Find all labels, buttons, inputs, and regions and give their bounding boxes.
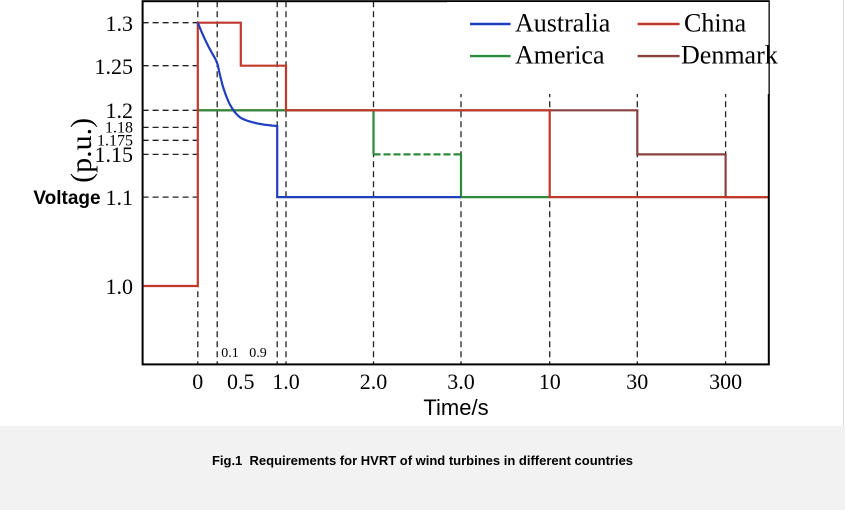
- svg-text:0.9: 0.9: [249, 346, 267, 361]
- svg-text:America: America: [515, 41, 605, 70]
- svg-text:300: 300: [709, 369, 742, 394]
- svg-text:1.1: 1.1: [106, 185, 134, 210]
- svg-text:(p.u.): (p.u.): [65, 118, 98, 183]
- svg-text:10: 10: [539, 369, 561, 394]
- svg-text:1.0: 1.0: [272, 369, 300, 394]
- svg-text:0.5: 0.5: [227, 369, 255, 394]
- svg-text:2.0: 2.0: [360, 369, 388, 394]
- svg-text:1.15: 1.15: [95, 142, 134, 167]
- svg-text:0: 0: [192, 369, 203, 394]
- svg-text:Time/s: Time/s: [423, 395, 488, 420]
- svg-text:Australia: Australia: [515, 9, 611, 38]
- svg-text:China: China: [684, 9, 747, 38]
- svg-text:30: 30: [626, 369, 648, 394]
- svg-text:1.0: 1.0: [106, 274, 134, 299]
- svg-text:Voltage: Voltage: [33, 188, 100, 209]
- svg-text:0.1: 0.1: [221, 346, 239, 361]
- svg-text:1.25: 1.25: [95, 54, 134, 79]
- svg-text:1.3: 1.3: [106, 11, 134, 36]
- svg-text:3.0: 3.0: [447, 369, 475, 394]
- svg-text:Denmark: Denmark: [681, 41, 778, 70]
